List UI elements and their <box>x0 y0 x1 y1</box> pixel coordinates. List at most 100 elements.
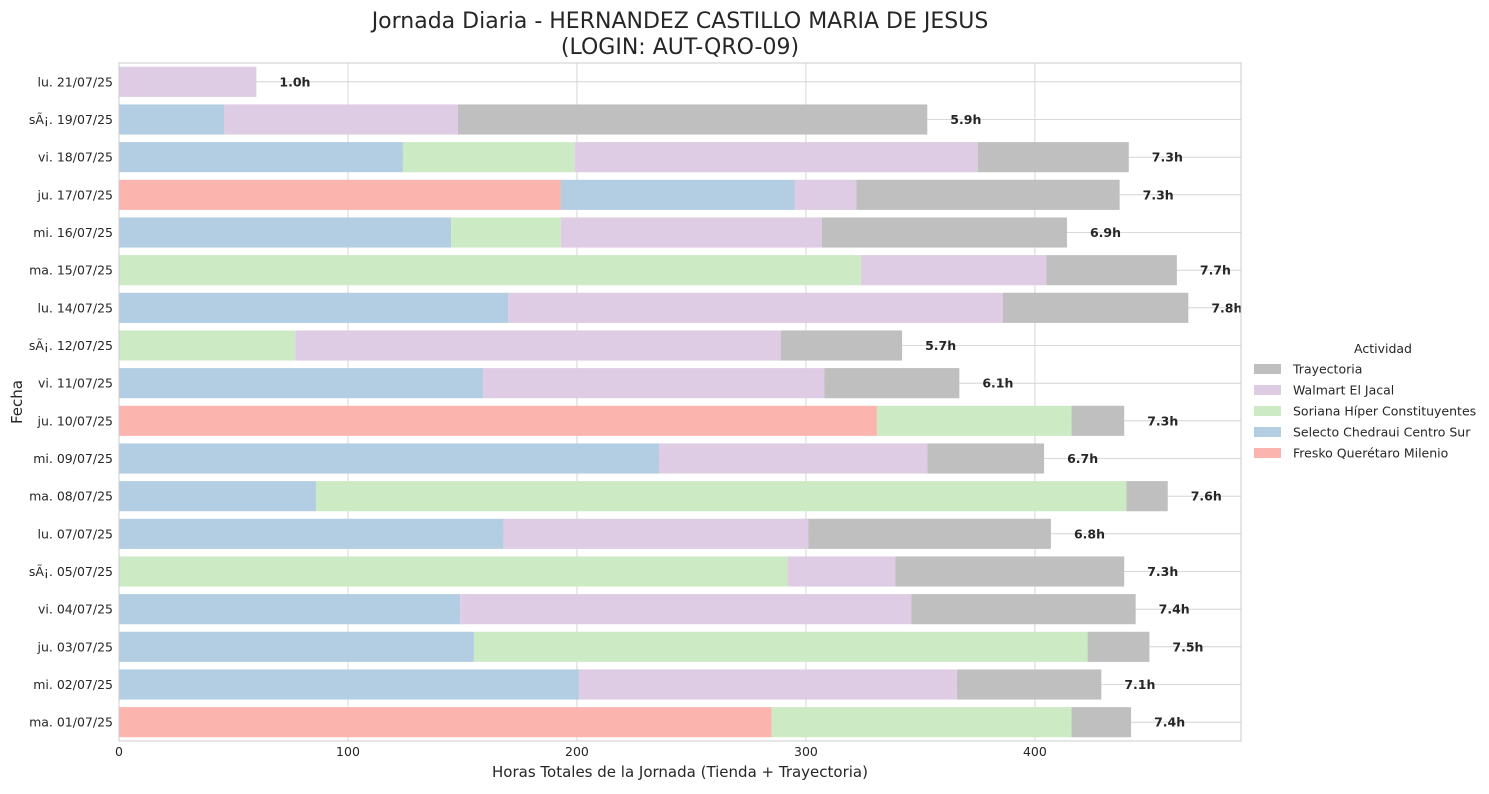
y-axis-label: Fecha <box>8 380 26 424</box>
bar-segment <box>794 179 857 210</box>
bar-segment <box>1046 255 1177 286</box>
legend-swatch <box>1254 385 1281 395</box>
bar-segment <box>895 556 1125 587</box>
bar-total-label: 7.7h <box>1200 263 1231 278</box>
bar-segment <box>483 368 825 399</box>
bar-total-label: 6.1h <box>982 376 1013 391</box>
legend-item-label: Soriana Híper Constituyentes <box>1293 404 1476 419</box>
bar-segment <box>119 405 877 436</box>
bar-segment <box>579 669 958 700</box>
bar-segment <box>780 330 903 361</box>
y-tick-label: sÃ¡. 05/07/25 <box>29 564 113 579</box>
bar-segment <box>119 631 474 662</box>
bar-total-label: 7.3h <box>1147 564 1178 579</box>
bar-segment <box>119 104 225 135</box>
bar-segment <box>119 142 403 173</box>
bar-segment <box>1071 405 1125 436</box>
bar-segment <box>119 481 316 512</box>
y-tick-label: ju. 17/07/25 <box>37 187 113 202</box>
bar-segment <box>1002 292 1189 323</box>
bar-segment <box>119 368 484 399</box>
y-tick-label: vi. 11/07/25 <box>38 376 113 391</box>
bar-total-label: 6.9h <box>1090 225 1121 240</box>
x-tick-label: 200 <box>565 744 589 759</box>
y-tick-label: mi. 16/07/25 <box>33 225 113 240</box>
bar-segment <box>119 255 861 286</box>
bar-segment <box>119 707 772 738</box>
y-tick-label: ju. 10/07/25 <box>37 413 113 428</box>
legend-swatch <box>1254 364 1281 374</box>
bar-segment <box>119 556 788 587</box>
bar-total-label: 5.9h <box>950 112 981 127</box>
bar-segment <box>119 443 660 474</box>
bar-segment <box>808 518 1051 549</box>
bar-segment <box>957 669 1102 700</box>
bar-segment <box>119 669 580 700</box>
y-tick-label: ju. 03/07/25 <box>37 639 113 654</box>
bar-total-label: 7.3h <box>1152 150 1183 165</box>
bar-segment <box>1071 707 1132 738</box>
legend-item-label: Walmart El Jacal <box>1293 383 1394 398</box>
plot-frame <box>118 62 1242 742</box>
y-tick-label: ma. 01/07/25 <box>29 715 113 730</box>
legend-title: Actividad <box>1354 341 1412 356</box>
bar-segment <box>451 217 561 248</box>
bar-segment <box>911 594 1136 625</box>
bar-segment <box>119 179 561 210</box>
bar-total-label: 7.4h <box>1159 602 1190 617</box>
bar-segment <box>315 481 1127 512</box>
bar-segment <box>876 405 1072 436</box>
x-tick-label: 300 <box>794 744 818 759</box>
y-tick-label: sÃ¡. 19/07/25 <box>29 112 113 127</box>
bar-segment <box>503 518 809 549</box>
bar-segment <box>402 142 575 173</box>
bar-segment <box>560 217 822 248</box>
bar-total-label: 7.3h <box>1147 413 1178 428</box>
bar-total-label: 6.8h <box>1074 526 1105 541</box>
bar-total-label: 7.6h <box>1191 489 1222 504</box>
bar-segment <box>119 66 257 97</box>
legend-item-label: Trayectoria <box>1292 362 1362 377</box>
x-tick-label: 100 <box>336 744 360 759</box>
bar-segment <box>927 443 1045 474</box>
bar-segment <box>1126 481 1168 512</box>
bar-segment <box>856 179 1120 210</box>
bar-segment <box>119 217 452 248</box>
bar-segment <box>119 292 509 323</box>
bar-segment <box>224 104 458 135</box>
y-tick-label: vi. 18/07/25 <box>38 150 113 165</box>
legend-item-label: Selecto Chedraui Centro Sur <box>1293 425 1471 440</box>
bar-total-label: 7.3h <box>1143 187 1174 202</box>
y-tick-label: sÃ¡. 12/07/25 <box>29 338 113 353</box>
bar-segment <box>119 518 504 549</box>
bar-total-label: 7.5h <box>1172 639 1203 654</box>
bar-total-label: 5.7h <box>925 338 956 353</box>
legend-swatch <box>1254 448 1281 458</box>
y-tick-label: ma. 08/07/25 <box>29 489 113 504</box>
x-tick-label: 0 <box>115 744 123 759</box>
bar-total-label: 6.7h <box>1067 451 1098 466</box>
chart-title-line: Jornada Diaria - HERNANDEZ CASTILLO MARI… <box>370 9 989 34</box>
legend-swatch <box>1254 406 1281 416</box>
bar-segment <box>473 631 1088 662</box>
bar-total-label: 7.8h <box>1211 300 1242 315</box>
bar-segment <box>560 179 795 210</box>
bar-segment <box>659 443 928 474</box>
bar-segment <box>787 556 896 587</box>
x-tick-label: 400 <box>1023 744 1047 759</box>
chart-title-line: (LOGIN: AUT-QRO-09) <box>561 35 799 60</box>
bar-segment <box>119 330 296 361</box>
bar-segment <box>860 255 1047 286</box>
bar-segment <box>1087 631 1150 662</box>
bar-segment <box>771 707 1072 738</box>
y-tick-label: lu. 21/07/25 <box>38 74 113 89</box>
bar-segment <box>457 104 928 135</box>
bar-total-label: 1.0h <box>279 74 310 89</box>
bar-segment <box>824 368 960 399</box>
bar-total-label: 7.1h <box>1124 677 1155 692</box>
bar-segment <box>460 594 912 625</box>
y-tick-label: mi. 02/07/25 <box>33 677 113 692</box>
bar-segment <box>821 217 1067 248</box>
